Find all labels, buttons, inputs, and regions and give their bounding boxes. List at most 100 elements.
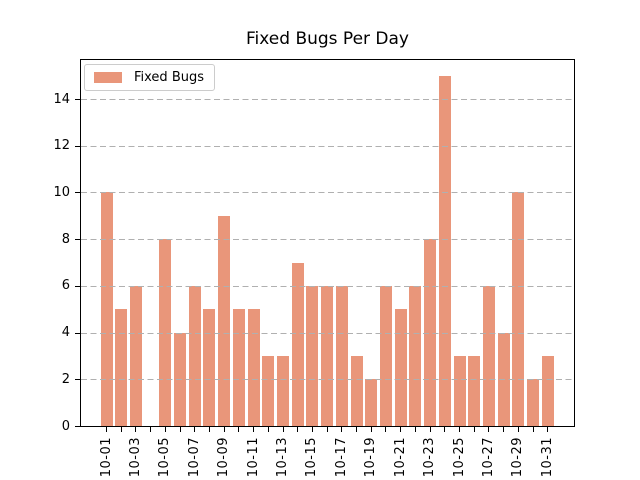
bar-10-18 [350, 355, 363, 426]
legend-swatch-fixed-bugs [94, 72, 122, 83]
y-tick-0 [75, 426, 80, 427]
gridline-y-10 [81, 192, 574, 194]
y-tick-label-10: 10 [53, 184, 70, 200]
x-tick-label-10-25: 10-25 [451, 437, 467, 478]
y-tick-label-6: 6 [61, 278, 70, 294]
x-tick-label-10-05: 10-05 [157, 437, 173, 478]
y-tick-label-4: 4 [61, 325, 70, 341]
gridline-y-14 [81, 99, 574, 100]
bar-10-16 [321, 285, 334, 426]
bar-10-25 [453, 355, 466, 426]
x-tick-10-20 [385, 427, 387, 432]
x-tick-10-13 [282, 427, 284, 432]
x-tick-10-04 [150, 427, 152, 432]
x-tick-label-10-31: 10-31 [539, 437, 555, 478]
x-tick-10-24 [444, 427, 446, 432]
bar-10-24 [438, 75, 451, 426]
y-tick-10 [75, 192, 80, 194]
bar-10-14 [291, 262, 304, 426]
gridline-y-2 [81, 379, 574, 381]
y-tick-6 [75, 285, 80, 287]
x-tick-10-12 [267, 427, 269, 432]
y-tick-label-0: 0 [61, 418, 70, 434]
x-tick-10-09 [223, 427, 225, 432]
bar-10-02 [115, 309, 128, 426]
x-tick-10-16 [326, 427, 328, 432]
y-tick-label-2: 2 [61, 371, 70, 387]
gridline-y-6 [81, 285, 574, 287]
x-tick-label-10-27: 10-27 [480, 437, 496, 478]
x-tick-label-10-23: 10-23 [422, 437, 438, 478]
bar-10-07 [188, 285, 201, 426]
bar-10-12 [262, 355, 275, 426]
bar-10-20 [379, 285, 392, 426]
bar-10-17 [335, 285, 348, 426]
x-tick-10-26 [473, 427, 475, 432]
x-tick-10-21 [400, 427, 402, 432]
bar-10-29 [512, 192, 525, 426]
x-tick-10-14 [297, 427, 299, 432]
x-tick-10-08 [208, 427, 210, 432]
bar-10-21 [394, 309, 407, 426]
x-tick-10-07 [194, 427, 196, 432]
x-tick-10-23 [429, 427, 431, 432]
x-tick-label-10-29: 10-29 [510, 437, 526, 478]
x-tick-label-10-13: 10-13 [275, 437, 291, 478]
x-tick-10-25 [459, 427, 461, 432]
bar-10-13 [277, 355, 290, 426]
gridline-y-8 [81, 239, 574, 241]
gridline-y-12 [81, 145, 574, 147]
y-tick-2 [75, 379, 80, 381]
legend-label: Fixed Bugs [134, 70, 205, 85]
bar-10-11 [247, 309, 260, 426]
x-tick-label-10-09: 10-09 [216, 437, 232, 478]
gridline-y-4 [81, 332, 574, 334]
y-tick-14 [75, 99, 80, 100]
x-tick-10-30 [532, 427, 534, 432]
legend: Fixed Bugs [84, 64, 215, 91]
y-tick-4 [75, 332, 80, 334]
y-tick-12 [75, 145, 80, 147]
bar-10-31 [541, 355, 554, 426]
bar-10-08 [203, 309, 216, 426]
bar-10-30 [527, 379, 540, 426]
x-tick-10-11 [253, 427, 255, 432]
x-tick-label-10-07: 10-07 [186, 437, 202, 478]
x-tick-10-29 [517, 427, 519, 432]
chart-title: Fixed Bugs Per Day [245, 29, 409, 49]
y-tick-label-8: 8 [61, 231, 70, 247]
x-tick-label-10-17: 10-17 [333, 437, 349, 478]
x-tick-label-10-15: 10-15 [304, 437, 320, 478]
x-tick-10-31 [547, 427, 549, 432]
x-tick-label-10-21: 10-21 [392, 437, 408, 478]
y-tick-label-12: 12 [53, 138, 70, 154]
x-tick-10-06 [179, 427, 181, 432]
plot-area [80, 59, 575, 427]
bar-10-22 [409, 285, 422, 426]
x-tick-10-18 [356, 427, 358, 432]
x-tick-10-22 [414, 427, 416, 432]
bar-10-19 [365, 379, 378, 426]
bar-10-03 [129, 285, 142, 426]
x-tick-10-01 [106, 427, 107, 432]
x-tick-label-10-11: 10-11 [245, 437, 261, 478]
bar-10-26 [468, 355, 481, 426]
x-tick-10-17 [341, 427, 343, 432]
x-tick-label-10-01: 10-01 [98, 437, 114, 478]
x-tick-10-15 [311, 427, 313, 432]
y-tick-8 [75, 239, 80, 241]
bar-10-01 [100, 192, 113, 426]
x-tick-10-05 [164, 427, 166, 432]
x-tick-10-27 [488, 427, 490, 432]
bar-10-27 [482, 285, 495, 426]
x-tick-10-10 [238, 427, 240, 432]
bar-10-10 [232, 309, 245, 426]
x-tick-label-10-03: 10-03 [127, 437, 143, 478]
x-tick-10-02 [120, 427, 122, 432]
bar-10-09 [218, 215, 231, 426]
bar-10-15 [306, 285, 319, 426]
x-tick-10-28 [503, 427, 505, 432]
x-tick-label-10-19: 10-19 [363, 437, 379, 478]
x-tick-10-19 [370, 427, 372, 432]
